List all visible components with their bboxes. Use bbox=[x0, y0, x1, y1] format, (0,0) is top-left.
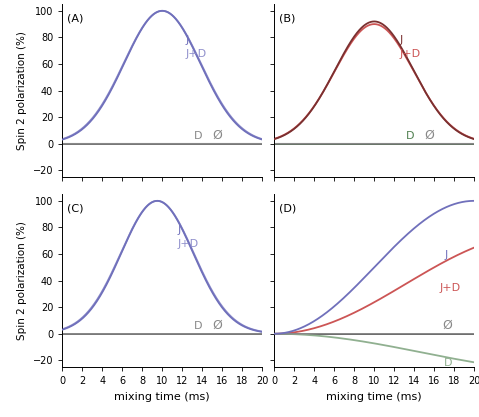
Text: J+D: J+D bbox=[185, 49, 206, 59]
Text: (D): (D) bbox=[279, 203, 297, 214]
Text: Ø: Ø bbox=[442, 319, 452, 332]
Text: J: J bbox=[177, 225, 181, 235]
Y-axis label: Spin 2 polarization (%): Spin 2 polarization (%) bbox=[17, 221, 27, 340]
Text: Ø: Ø bbox=[212, 129, 222, 142]
Text: (C): (C) bbox=[67, 203, 84, 214]
Y-axis label: Spin 2 polarization (%): Spin 2 polarization (%) bbox=[17, 31, 27, 150]
X-axis label: mixing time (ms): mixing time (ms) bbox=[114, 392, 210, 402]
Text: J+D: J+D bbox=[399, 49, 421, 59]
Text: J+D: J+D bbox=[177, 239, 198, 249]
Text: Ø: Ø bbox=[212, 319, 222, 332]
Text: (A): (A) bbox=[67, 13, 84, 23]
Text: J: J bbox=[399, 35, 402, 45]
Text: J: J bbox=[444, 250, 447, 260]
Text: D: D bbox=[194, 131, 203, 141]
Text: D: D bbox=[444, 358, 453, 368]
Text: (B): (B) bbox=[279, 13, 296, 23]
Text: D: D bbox=[406, 131, 415, 141]
Text: J: J bbox=[185, 35, 189, 45]
Text: Ø: Ø bbox=[424, 129, 434, 142]
Text: D: D bbox=[194, 321, 203, 331]
Text: J+D: J+D bbox=[439, 283, 460, 293]
X-axis label: mixing time (ms): mixing time (ms) bbox=[326, 392, 422, 402]
